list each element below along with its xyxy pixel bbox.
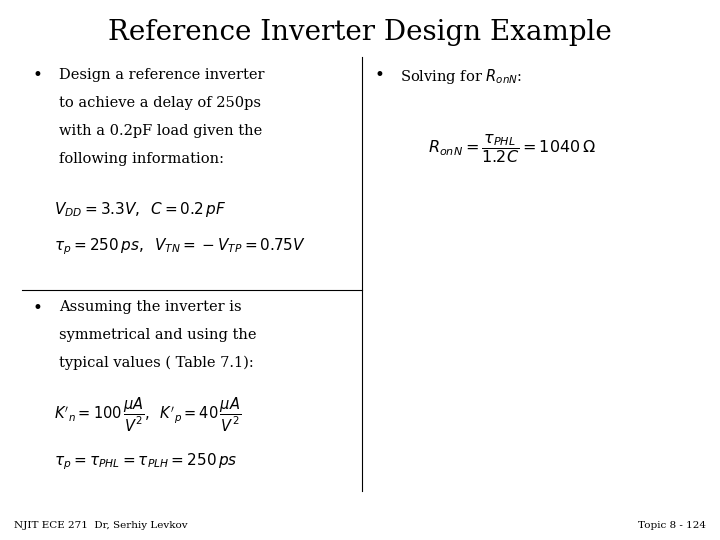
- Text: Reference Inverter Design Example: Reference Inverter Design Example: [108, 19, 612, 46]
- Text: to achieve a delay of 250ps: to achieve a delay of 250ps: [59, 96, 261, 110]
- Text: •: •: [32, 68, 42, 84]
- Text: $R_{onN} = \dfrac{\tau_{PHL}}{1.2C} = 1040\,\Omega$: $R_{onN} = \dfrac{\tau_{PHL}}{1.2C} = 10…: [428, 132, 596, 165]
- Text: following information:: following information:: [59, 152, 224, 166]
- Text: NJIT ECE 271  Dr, Serhiy Levkov: NJIT ECE 271 Dr, Serhiy Levkov: [14, 521, 188, 530]
- Text: typical values ( Table 7.1):: typical values ( Table 7.1):: [59, 356, 253, 370]
- Text: with a 0.2pF load given the: with a 0.2pF load given the: [59, 124, 262, 138]
- Text: symmetrical and using the: symmetrical and using the: [59, 328, 256, 342]
- Text: $K'_n = 100\,\dfrac{\mu A}{V^2},\;\;K'_p = 40\,\dfrac{\mu A}{V^2}$: $K'_n = 100\,\dfrac{\mu A}{V^2},\;\;K'_p…: [54, 395, 241, 434]
- Text: •: •: [374, 68, 384, 84]
- Text: $\tau_p = \tau_{PHL} = \tau_{PLH} = 250\,ps$: $\tau_p = \tau_{PHL} = \tau_{PLH} = 250\…: [54, 451, 238, 471]
- Text: $V_{DD} = 3.3V,\;\;C = 0.2\,pF$: $V_{DD} = 3.3V,\;\;C = 0.2\,pF$: [54, 200, 226, 219]
- Text: Assuming the inverter is: Assuming the inverter is: [59, 300, 242, 314]
- Text: $\tau_p = 250\,ps,\;\;V_{TN} = -V_{TP} = 0.75V$: $\tau_p = 250\,ps,\;\;V_{TN} = -V_{TP} =…: [54, 237, 306, 257]
- Text: Design a reference inverter: Design a reference inverter: [59, 68, 264, 82]
- Text: •: •: [32, 300, 42, 316]
- Text: Solving for $R_{onN}$:: Solving for $R_{onN}$:: [400, 68, 522, 86]
- Text: Topic 8 - 124: Topic 8 - 124: [638, 521, 706, 530]
